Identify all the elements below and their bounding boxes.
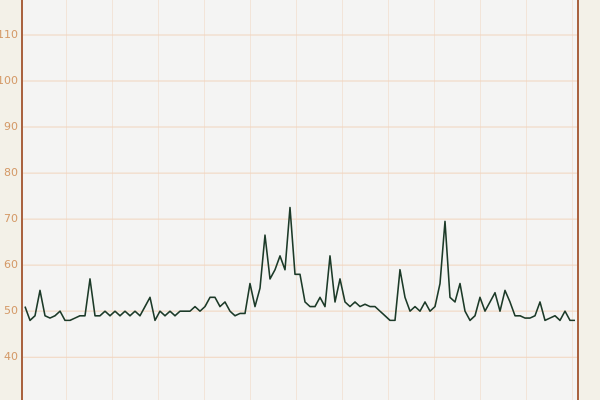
y-tick-label: 100 — [0, 74, 18, 87]
y-tick-label: 90 — [4, 120, 18, 133]
y-tick-label: 40 — [4, 350, 18, 363]
data-line — [24, 206, 575, 322]
y-tick-label: 70 — [4, 212, 18, 225]
y-tick-label: 60 — [4, 258, 18, 271]
y-tick-label: 110 — [0, 28, 18, 41]
vertical-grid — [22, 0, 578, 400]
y-tick-label: 50 — [4, 304, 18, 317]
y-tick-label: 80 — [4, 166, 18, 179]
